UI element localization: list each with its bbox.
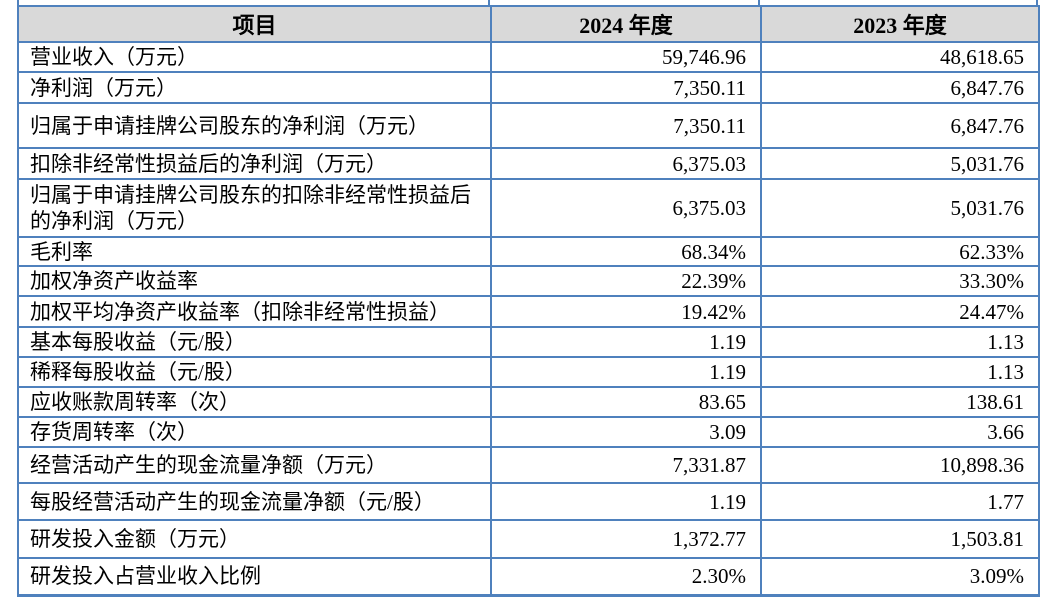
item-cell: 研发投入占营业收入比例 [17,557,492,596]
value-cell-2023: 48,618.65 [760,41,1040,73]
value-cell-2024: 22.39% [490,265,762,297]
value-cell-2024: 7,350.11 [490,71,762,104]
col-header-2024: 2024 年度 [490,5,762,43]
item-cell: 营业收入（万元） [17,41,492,73]
value-cell-2023: 33.30% [760,265,1040,297]
table-row: 每股经营活动产生的现金流量净额（元/股） 1.19 1.77 [17,482,1040,521]
item-cell: 应收账款周转率（次） [17,386,492,418]
table-row: 净利润（万元） 7,350.11 6,847.76 [17,71,1040,104]
value-cell-2024: 2.30% [490,557,762,596]
value-cell-2024: 1.19 [490,482,762,521]
item-cell: 基本每股收益（元/股） [17,326,492,358]
item-cell: 扣除非经常性损益后的净利润（万元） [17,147,492,180]
item-cell: 经营活动产生的现金流量净额（万元） [17,446,492,484]
table-row: 应收账款周转率（次） 83.65 138.61 [17,386,1040,418]
item-cell: 加权平均净资产收益率（扣除非经常性损益） [17,295,492,328]
value-cell-2024: 83.65 [490,386,762,418]
item-cell: 存货周转率（次） [17,416,492,448]
value-cell-2023: 6,847.76 [760,71,1040,104]
clipped-border-col2 [758,0,760,5]
table-header-row: 项目 2024 年度 2023 年度 [17,5,1040,43]
value-cell-2023: 1,503.81 [760,519,1040,559]
value-cell-2023: 6,847.76 [760,102,1040,149]
value-cell-2023: 1.77 [760,482,1040,521]
value-cell-2024: 1.19 [490,356,762,388]
value-cell-2023: 5,031.76 [760,147,1040,180]
value-cell-2024: 3.09 [490,416,762,448]
value-cell-2023: 24.47% [760,295,1040,328]
clipped-border-left [17,0,19,5]
value-cell-2023: 5,031.76 [760,178,1040,238]
table-row: 稀释每股收益（元/股） 1.19 1.13 [17,356,1040,388]
value-cell-2024: 1.19 [490,326,762,358]
table-row: 扣除非经常性损益后的净利润（万元） 6,375.03 5,031.76 [17,147,1040,180]
table-row: 加权平均净资产收益率（扣除非经常性损益） 19.42% 24.47% [17,295,1040,328]
value-cell-2024: 6,375.03 [490,178,762,238]
clipped-border-right [1036,0,1038,5]
value-cell-2024: 7,350.11 [490,102,762,149]
value-cell-2024: 59,746.96 [490,41,762,73]
value-cell-2024: 68.34% [490,236,762,267]
table-row: 毛利率 68.34% 62.33% [17,236,1040,267]
table-row: 归属于申请挂牌公司股东的扣除非经常性损益后的净利润（万元） 6,375.03 5… [17,178,1040,238]
item-cell: 归属于申请挂牌公司股东的扣除非经常性损益后的净利润（万元） [17,178,492,238]
table-row: 归属于申请挂牌公司股东的净利润（万元） 7,350.11 6,847.76 [17,102,1040,149]
table-row: 营业收入（万元） 59,746.96 48,618.65 [17,41,1040,73]
clipped-border-col1 [488,0,490,5]
value-cell-2023: 1.13 [760,356,1040,388]
value-cell-2023: 10,898.36 [760,446,1040,484]
value-cell-2023: 3.09% [760,557,1040,596]
clipped-text-remnant [117,1,242,19]
value-cell-2024: 1,372.77 [490,519,762,559]
table-row: 基本每股收益（元/股） 1.19 1.13 [17,326,1040,358]
table-row: 加权净资产收益率 22.39% 33.30% [17,265,1040,297]
item-cell: 每股经营活动产生的现金流量净额（元/股） [17,482,492,521]
col-header-2023: 2023 年度 [760,5,1040,43]
table-body: 营业收入（万元） 59,746.96 48,618.65 净利润（万元） 7,3… [17,41,1040,596]
value-cell-2023: 62.33% [760,236,1040,267]
item-cell: 归属于申请挂牌公司股东的净利润（万元） [17,102,492,149]
item-cell: 净利润（万元） [17,71,492,104]
value-cell-2023: 3.66 [760,416,1040,448]
table-row: 经营活动产生的现金流量净额（万元） 7,331.87 10,898.36 [17,446,1040,484]
item-cell: 加权净资产收益率 [17,265,492,297]
value-cell-2023: 138.61 [760,386,1040,418]
financial-summary-table: 项目 2024 年度 2023 年度 营业收入（万元） 59,746.96 48… [17,5,1040,597]
item-cell: 毛利率 [17,236,492,267]
item-cell: 研发投入金额（万元） [17,519,492,559]
table-row: 研发投入占营业收入比例 2.30% 3.09% [17,557,1040,596]
value-cell-2024: 19.42% [490,295,762,328]
item-cell: 稀释每股收益（元/股） [17,356,492,388]
value-cell-2024: 6,375.03 [490,147,762,180]
table-row: 存货周转率（次） 3.09 3.66 [17,416,1040,448]
value-cell-2024: 7,331.87 [490,446,762,484]
value-cell-2023: 1.13 [760,326,1040,358]
table-row: 研发投入金额（万元） 1,372.77 1,503.81 [17,519,1040,559]
col-header-item: 项目 [17,5,492,43]
